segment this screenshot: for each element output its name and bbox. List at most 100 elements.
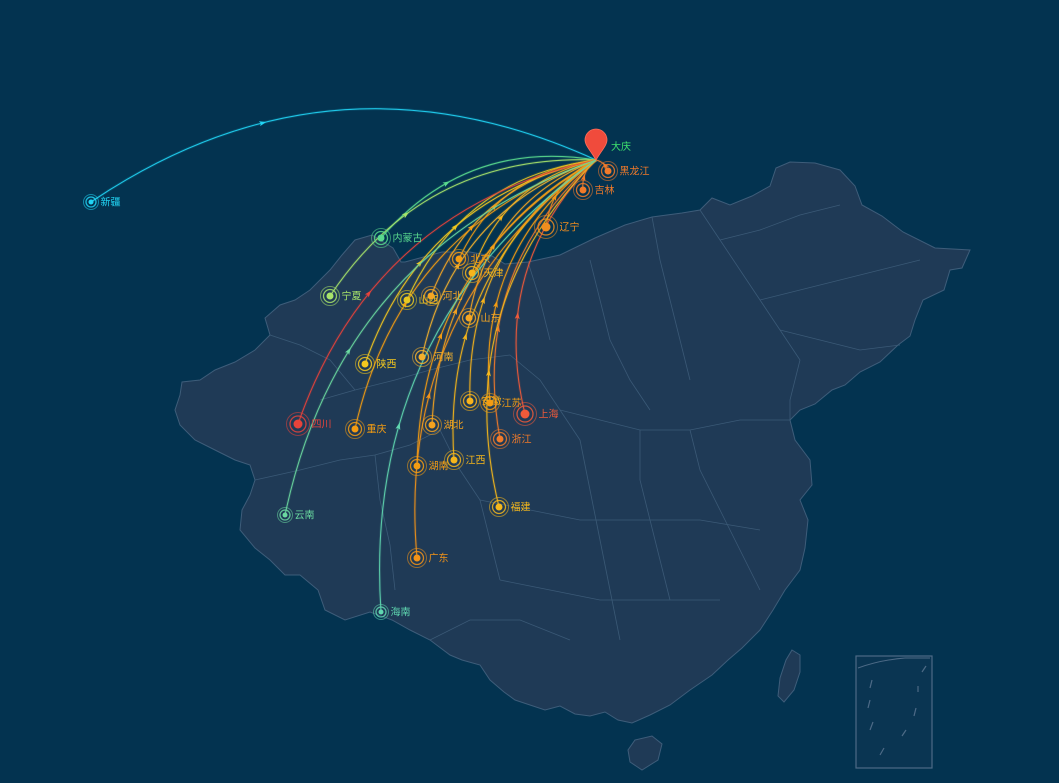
ripple-ring (491, 499, 507, 515)
origin-label: 陕西 (377, 358, 397, 371)
origin-label: 江苏 (502, 397, 522, 410)
flow-line (493, 159, 597, 440)
flow-arrow-icon (442, 181, 450, 187)
origin-node[interactable]: 四川 (286, 412, 332, 436)
ripple-ring (492, 431, 508, 447)
flow-arrow-icon (454, 262, 460, 270)
origin-node[interactable]: 黑龙江 (598, 161, 650, 181)
ripple-ring (279, 509, 291, 521)
ripple-ring (320, 286, 340, 306)
china-land (174, 161, 971, 771)
ripple-ring (347, 421, 363, 437)
flow-lines (90, 107, 610, 613)
origin-node[interactable]: 新疆 (83, 194, 121, 210)
hainan-island (627, 735, 663, 771)
origin-dot (455, 255, 463, 263)
origin-node[interactable]: 湖北 (422, 415, 464, 435)
origin-label: 内蒙古 (393, 232, 423, 245)
origin-label: 天津 (484, 268, 504, 280)
origin-node[interactable]: 江西 (444, 450, 486, 470)
flow-line (471, 159, 597, 274)
destination-marker: 大庆 (584, 128, 631, 161)
ripple-ring (513, 402, 537, 426)
origin-node[interactable]: 内蒙古 (371, 228, 423, 248)
origin-node[interactable]: 北京 (449, 249, 491, 269)
origin-dot (450, 456, 458, 464)
origin-dot (351, 425, 359, 433)
origin-dot (413, 554, 421, 562)
origin-dot (427, 292, 435, 300)
origin-node[interactable]: 重庆 (345, 419, 387, 439)
destination-label: 大庆 (611, 140, 631, 153)
ripple-ring (480, 393, 500, 413)
origin-label: 广东 (429, 552, 449, 565)
ripple-ring (575, 182, 591, 198)
ripple-ring (407, 456, 427, 476)
ripple-ring (482, 395, 498, 411)
ripple-ring (286, 412, 310, 436)
flow-arrow-icon (497, 214, 504, 222)
ripple-ring (464, 265, 480, 281)
origin-node[interactable]: 吉林 (573, 180, 615, 200)
origin-node[interactable]: 河北 (421, 286, 463, 306)
ripple-ring (537, 218, 555, 236)
flow-arrow-icon (467, 224, 475, 232)
ripple-ring (355, 354, 375, 374)
flow-line (406, 159, 597, 301)
origin-node[interactable]: 云南 (277, 507, 315, 523)
origin-dot (468, 269, 476, 277)
ripple-ring (289, 415, 307, 433)
origin-dot (413, 462, 421, 470)
origin-node[interactable]: 山东 (459, 308, 501, 328)
origin-label: 海南 (391, 606, 411, 619)
province-borders (254, 204, 921, 641)
origin-dot (361, 360, 369, 368)
ripple-ring (277, 507, 293, 523)
flow-line (364, 159, 597, 365)
origin-dot (326, 292, 334, 300)
origin-label: 福建 (511, 501, 531, 514)
origin-dot (466, 397, 474, 405)
ripple-ring (462, 263, 482, 283)
ripple-ring (423, 288, 439, 304)
flow-arrow-icon (425, 392, 431, 400)
origin-label: 宁夏 (342, 290, 362, 303)
origin-node[interactable]: 广东 (407, 548, 449, 568)
ripple-ring (371, 228, 391, 248)
origin-dot (486, 399, 494, 407)
flow-arrow-icon (492, 300, 498, 308)
flow-line (421, 159, 597, 358)
origin-node[interactable]: 湖南 (407, 456, 449, 476)
ripple-ring (322, 288, 338, 304)
origin-node[interactable]: 浙江 (490, 429, 532, 449)
origin-node[interactable]: 河南 (412, 347, 454, 367)
origin-node[interactable]: 陕西 (355, 354, 397, 374)
flow-arrow-icon (364, 290, 372, 298)
origin-dot (293, 419, 303, 429)
ripple-ring (516, 405, 534, 423)
ripple-ring (459, 308, 479, 328)
ripple-ring (83, 194, 99, 210)
flow-line (329, 159, 597, 297)
origin-node[interactable]: 海南 (373, 604, 411, 620)
origin-dot (465, 314, 473, 322)
origin-node[interactable]: 上海 (513, 402, 559, 426)
origin-node[interactable]: 福建 (489, 497, 531, 517)
origin-label: 吉林 (595, 184, 615, 197)
origin-dot (378, 609, 384, 615)
ripple-ring (357, 356, 373, 372)
china-outline (174, 161, 971, 724)
flow-arrow-icon (485, 369, 491, 377)
flow-arrow-icon (344, 347, 351, 355)
origin-label: 四川 (312, 420, 332, 431)
origin-label: 重庆 (367, 423, 387, 436)
origin-node[interactable]: 宁夏 (320, 286, 362, 306)
ripple-ring (598, 161, 618, 181)
flow-arrow-icon (401, 212, 409, 219)
origin-dot (541, 222, 551, 232)
origin-node[interactable]: 辽宁 (534, 215, 580, 239)
flow-line (468, 159, 597, 319)
origin-label: 上海 (539, 408, 559, 421)
origin-node[interactable]: 天津 (462, 263, 504, 283)
